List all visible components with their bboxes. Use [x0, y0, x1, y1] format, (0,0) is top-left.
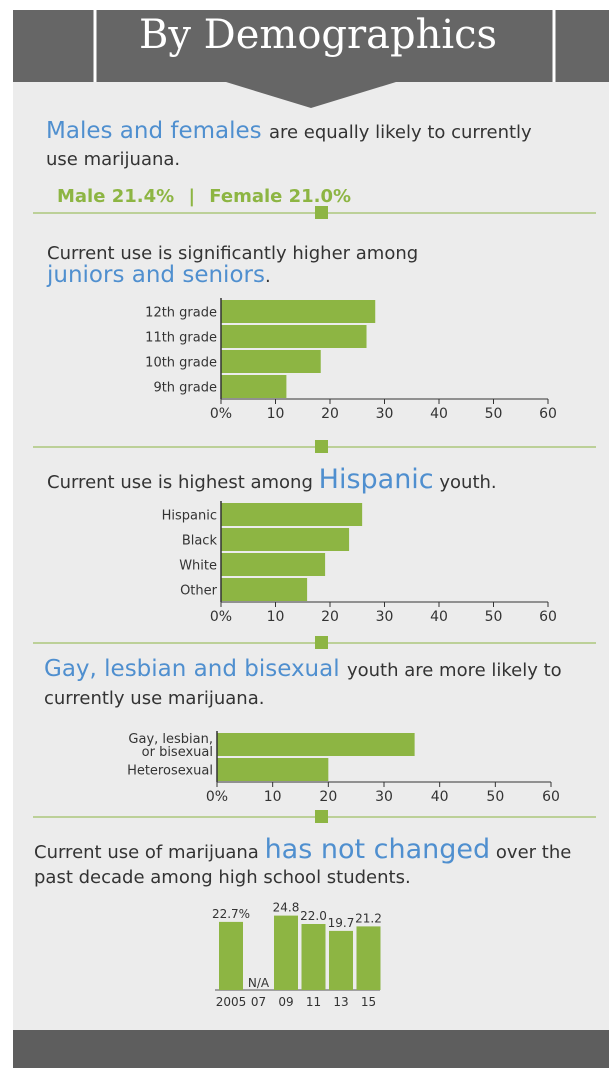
category-label: or bisexual: [142, 745, 213, 760]
bar: [274, 915, 298, 990]
x-tick-label: 40: [430, 609, 448, 625]
bar: [221, 325, 367, 348]
x-tick-label: 20: [321, 406, 339, 422]
category-label: 10th grade: [145, 356, 217, 371]
gender-stats: Male 21.4% | Female 21.0%: [57, 186, 351, 207]
x-tick-label: 60: [539, 609, 557, 625]
trend-prefix: Current use of marijuana: [34, 842, 259, 863]
divider-marker: [315, 206, 328, 219]
race-suffix: youth.: [439, 472, 497, 493]
category-label: 13: [333, 995, 348, 1009]
category-label: Heterosexual: [127, 764, 213, 779]
bar: [301, 924, 326, 990]
x-tick-label: 20: [321, 609, 339, 625]
x-tick-label: 30: [375, 789, 393, 805]
category-label: 9th grade: [153, 381, 217, 396]
race-chart: Hispanic Black White Other 0% 10 20 30 40 50 60: [162, 501, 557, 625]
x-tick-label: 10: [267, 609, 285, 625]
x-tick-label: 40: [430, 406, 448, 422]
data-label: 21.2: [355, 911, 382, 925]
category-label: 07: [251, 995, 266, 1009]
category-label: Black: [182, 534, 218, 549]
data-label: 22.0: [300, 909, 327, 923]
gender-line2: use marijuana.: [46, 149, 181, 170]
category-label: White: [179, 559, 217, 574]
x-tick-label: 0%: [210, 609, 232, 625]
orientation-highlight: Gay, lesbian and bisexual: [44, 656, 340, 682]
x-tick-label: 30: [376, 406, 394, 422]
category-label: Hispanic: [162, 509, 217, 524]
x-tick-label: 60: [539, 406, 557, 422]
x-tick-label: 50: [486, 789, 504, 805]
divider-marker: [315, 810, 328, 823]
grade-line1: Current use is significantly higher amon…: [47, 243, 419, 264]
race-headline: Current use is highest among Hispanic yo…: [47, 464, 497, 495]
bar: [221, 553, 326, 576]
category-label: 15: [361, 995, 376, 1009]
bar: [221, 578, 308, 601]
x-tick-label: 10: [264, 789, 282, 805]
bar: [221, 375, 287, 398]
x-tick-label: 30: [376, 609, 394, 625]
stat-separator: |: [188, 186, 196, 207]
female-stat: Female 21.0%: [209, 186, 352, 207]
bar: [221, 528, 350, 551]
divider-marker: [315, 440, 328, 453]
race-prefix: Current use is highest among: [47, 472, 313, 493]
category-label: Other: [180, 584, 218, 599]
x-tick-label: 40: [431, 789, 449, 805]
x-tick-label: 50: [485, 406, 503, 422]
data-label: N/A: [248, 976, 270, 990]
gender-highlight: Males and females: [46, 118, 262, 144]
header-banner: [13, 10, 609, 108]
category-label: 11th grade: [145, 331, 217, 346]
gender-headline: Males and females are equally likely to …: [46, 118, 532, 144]
x-tick-label: 10: [267, 406, 285, 422]
data-label: 22.7%: [212, 907, 250, 921]
grade-period: .: [264, 266, 271, 287]
data-label: 19.7: [328, 916, 355, 930]
divider-marker: [315, 636, 328, 649]
trend-highlight: has not changed: [264, 834, 491, 865]
x-tick-label: 20: [319, 789, 337, 805]
grade-highlight: juniors and seniors: [47, 262, 265, 288]
category-label: 12th grade: [145, 306, 217, 321]
data-label: 24.8: [273, 901, 300, 915]
bar: [221, 350, 321, 373]
orientation-line2: currently use marijuana.: [44, 688, 265, 709]
x-tick-label: 60: [542, 789, 560, 805]
x-tick-label: 50: [485, 609, 503, 625]
category-label: 2005: [216, 995, 247, 1009]
category-label: 09: [278, 995, 293, 1009]
bar: [221, 503, 363, 526]
trend-headline: Current use of marijuana has not changed…: [34, 834, 571, 865]
orientation-chart: Gay, lesbian,or bisexual Heterosexual 0% 10…: [127, 731, 560, 805]
x-tick-label: 0%: [206, 789, 228, 805]
grade-line2: juniors and seniors.: [47, 262, 271, 288]
bar: [217, 758, 329, 781]
orientation-line1: youth are more likely to: [346, 660, 562, 681]
bar: [356, 926, 381, 990]
bar: [217, 733, 415, 756]
x-tick-label: 0%: [210, 406, 232, 422]
gender-line1: are equally likely to currently: [268, 122, 532, 143]
male-stat: Male 21.4%: [57, 186, 175, 207]
race-highlight: Hispanic: [318, 464, 434, 495]
bar: [219, 921, 243, 990]
bar: [329, 930, 353, 990]
category-label: 11: [306, 995, 321, 1009]
page-title: By Demographics: [138, 12, 498, 58]
trend-line2: past decade among high school students.: [34, 867, 411, 888]
category-label: Gay, lesbian,: [128, 732, 213, 747]
bar: [221, 300, 376, 323]
footer-bar: [13, 1030, 609, 1068]
grade-chart: 12th grade 11th grade 10th grade 9th grade 0…: [145, 298, 557, 422]
trend-rest: over the: [495, 842, 572, 863]
orientation-headline: Gay, lesbian and bisexual youth are more…: [44, 656, 562, 682]
